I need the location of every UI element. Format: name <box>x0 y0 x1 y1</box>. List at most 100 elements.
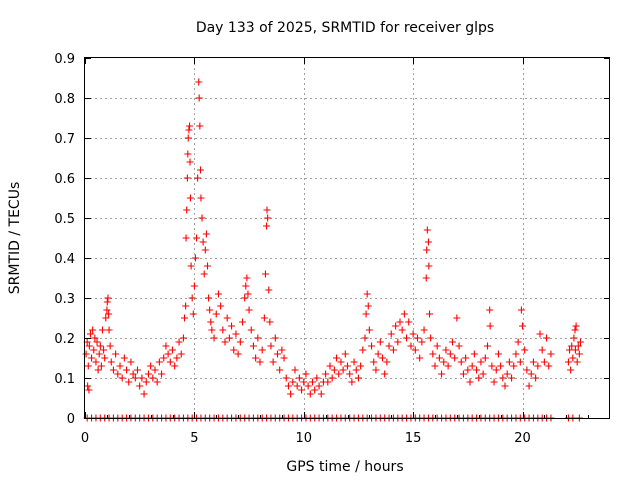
data-point <box>243 274 251 282</box>
data-point <box>499 374 507 382</box>
data-point <box>433 342 441 350</box>
data-point <box>112 350 120 358</box>
data-point <box>247 326 255 334</box>
data-point <box>208 326 216 334</box>
data-point <box>160 354 168 362</box>
data-point <box>123 366 131 374</box>
data-point <box>212 310 220 318</box>
data-point <box>570 334 578 342</box>
data-point <box>525 382 533 390</box>
data-point <box>194 174 202 182</box>
data-point <box>221 338 229 346</box>
y-tick-label: 0.9 <box>54 52 75 67</box>
data-point <box>106 342 114 350</box>
data-point <box>322 370 330 378</box>
data-point <box>260 314 268 322</box>
data-point <box>102 314 110 322</box>
data-point <box>407 342 415 350</box>
data-point <box>263 206 271 214</box>
data-point <box>120 354 128 362</box>
data-point <box>191 254 199 262</box>
data-point <box>217 302 225 310</box>
data-point <box>405 318 413 326</box>
data-point <box>195 78 203 86</box>
data-point <box>411 346 419 354</box>
data-point <box>144 370 152 378</box>
data-point <box>197 166 204 174</box>
data-point <box>101 354 109 362</box>
data-point <box>568 342 576 350</box>
data-point <box>453 314 461 322</box>
data-point <box>197 194 205 202</box>
data-point <box>335 370 343 378</box>
data-point <box>84 382 92 390</box>
data-point <box>177 350 185 358</box>
data-point <box>429 350 437 358</box>
data-point <box>486 306 494 314</box>
data-point <box>282 374 290 382</box>
data-point <box>140 390 148 398</box>
data-points <box>82 78 584 422</box>
data-point <box>151 366 159 374</box>
data-point <box>438 370 446 378</box>
data-point <box>573 358 581 366</box>
data-point <box>182 302 190 310</box>
data-point <box>93 338 101 346</box>
x-tick-labels: 0 5 10 15 20 <box>81 431 531 446</box>
data-point <box>287 390 295 398</box>
data-point <box>138 374 146 382</box>
data-point <box>337 358 345 366</box>
data-point <box>239 318 246 326</box>
data-point <box>466 378 474 386</box>
data-point <box>116 362 124 370</box>
data-point <box>431 362 439 370</box>
data-point <box>372 366 380 374</box>
data-point <box>516 358 524 366</box>
data-point <box>264 214 272 222</box>
y-axis-title: SRMTID / TECUs <box>7 182 23 295</box>
data-point <box>189 310 197 318</box>
y-tick-label: 0.6 <box>54 172 75 187</box>
data-point <box>569 354 577 362</box>
data-point <box>100 346 108 354</box>
data-point <box>153 378 161 386</box>
data-point <box>179 334 187 342</box>
data-point <box>254 334 262 342</box>
data-point <box>183 206 191 214</box>
data-point <box>543 334 551 342</box>
data-point <box>357 362 365 370</box>
data-point <box>214 290 222 298</box>
data-point <box>291 366 299 374</box>
data-point <box>503 370 511 378</box>
data-point <box>512 350 520 358</box>
data-point <box>475 374 483 382</box>
data-point <box>540 358 548 366</box>
data-point <box>127 358 135 366</box>
data-point <box>426 310 434 318</box>
data-point <box>109 366 117 374</box>
data-point <box>204 262 211 270</box>
data-point <box>427 334 435 342</box>
data-point <box>409 330 417 338</box>
data-point <box>280 354 288 362</box>
data-point <box>532 374 540 382</box>
data-point <box>131 374 139 382</box>
x-tick-label: 0 <box>81 431 89 446</box>
data-point <box>85 342 93 350</box>
data-point <box>396 318 404 326</box>
data-point <box>267 342 275 350</box>
data-point <box>481 354 489 362</box>
data-point <box>517 306 525 314</box>
axis-ticks <box>85 58 610 419</box>
data-point <box>392 322 400 330</box>
data-point <box>435 354 443 362</box>
data-point <box>186 122 194 130</box>
data-point <box>276 366 284 374</box>
data-point <box>330 366 338 374</box>
data-point <box>271 334 279 342</box>
data-point <box>96 342 104 350</box>
data-point <box>416 354 424 362</box>
data-point <box>418 338 426 346</box>
data-point <box>571 346 579 354</box>
data-point <box>523 366 531 374</box>
